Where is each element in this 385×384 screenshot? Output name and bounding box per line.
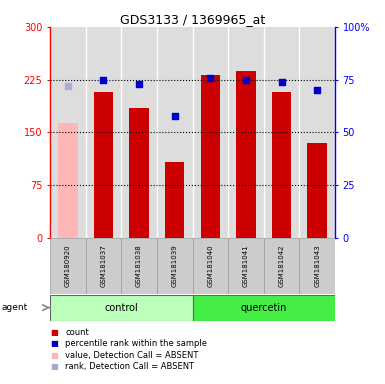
Text: ■: ■	[50, 362, 58, 371]
Text: ■: ■	[50, 328, 58, 337]
Bar	[264, 238, 300, 294]
Bar	[58, 123, 78, 238]
Bar	[50, 238, 85, 294]
Text: ■: ■	[50, 339, 58, 348]
Text: quercetin: quercetin	[241, 303, 287, 313]
Title: GDS3133 / 1369965_at: GDS3133 / 1369965_at	[120, 13, 265, 26]
Text: value, Detection Call = ABSENT: value, Detection Call = ABSENT	[65, 351, 199, 360]
Point	[207, 74, 213, 81]
Text: agent: agent	[2, 303, 28, 312]
Text: percentile rank within the sample: percentile rank within the sample	[65, 339, 208, 348]
Point	[278, 79, 285, 85]
Text: ■: ■	[50, 351, 58, 360]
Text: GSM181043: GSM181043	[314, 245, 320, 287]
Point	[136, 81, 142, 87]
Bar	[165, 162, 184, 238]
Point	[65, 83, 71, 89]
Bar	[94, 92, 113, 238]
Bar	[307, 143, 327, 238]
Text: control: control	[104, 303, 138, 313]
Text: GSM181037: GSM181037	[100, 245, 107, 287]
Bar	[85, 238, 121, 294]
Text: count: count	[65, 328, 89, 337]
Bar	[192, 295, 335, 321]
Text: GSM180920: GSM180920	[65, 245, 71, 287]
Text: rank, Detection Call = ABSENT: rank, Detection Call = ABSENT	[65, 362, 194, 371]
Bar	[192, 238, 228, 294]
Text: GSM181039: GSM181039	[172, 245, 178, 287]
Text: GSM181040: GSM181040	[207, 245, 213, 287]
Bar	[157, 238, 192, 294]
Bar	[272, 92, 291, 238]
Bar	[50, 295, 192, 321]
Point	[314, 87, 320, 93]
Point	[100, 76, 107, 83]
Bar	[228, 238, 264, 294]
Text: GSM181042: GSM181042	[278, 245, 285, 287]
Bar	[201, 75, 220, 238]
Text: GSM181041: GSM181041	[243, 245, 249, 287]
Bar	[236, 71, 256, 238]
Point	[172, 113, 178, 119]
Point	[243, 76, 249, 83]
Bar	[129, 108, 149, 238]
Text: GSM181038: GSM181038	[136, 245, 142, 287]
Bar	[300, 238, 335, 294]
Bar	[121, 238, 157, 294]
